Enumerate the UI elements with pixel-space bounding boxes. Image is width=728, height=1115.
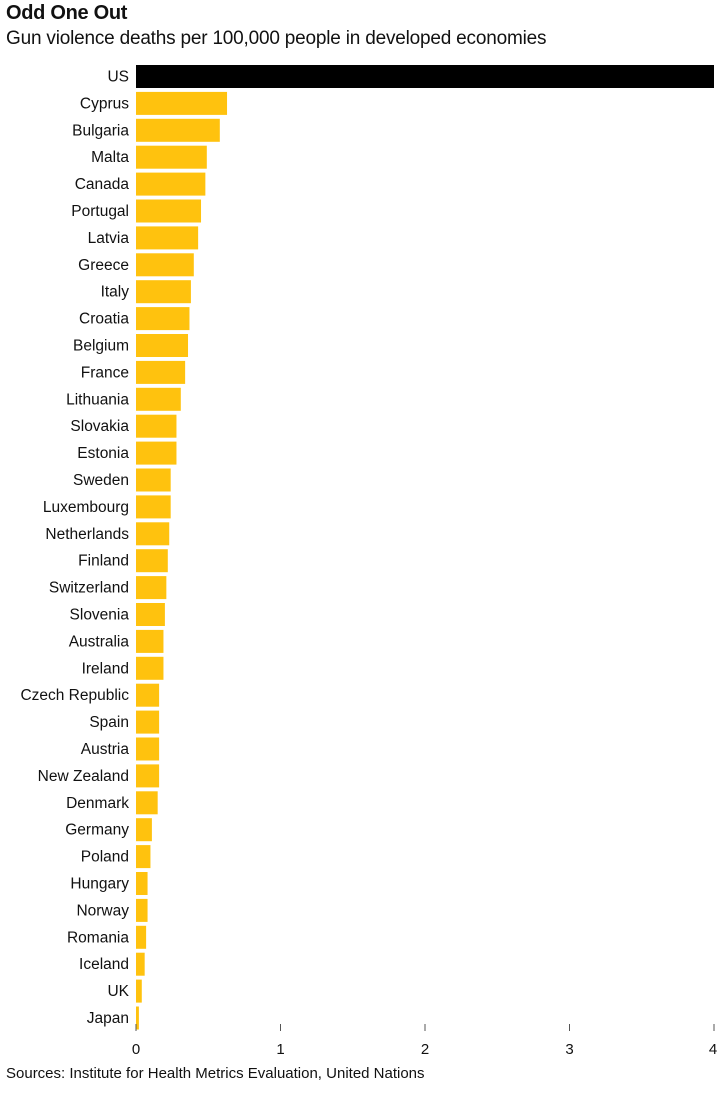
bar-greece: [136, 253, 194, 277]
category-label-denmark: Denmark: [66, 795, 129, 812]
bar-slovenia: [136, 603, 165, 626]
category-label-germany: Germany: [65, 822, 129, 839]
x-tick-label-4: 4: [709, 1041, 717, 1058]
bar-croatia: [136, 307, 190, 331]
category-label-croatia: Croatia: [79, 311, 129, 328]
category-label-switzerland: Switzerland: [49, 580, 129, 597]
bar-spain: [136, 710, 160, 734]
category-label-slovenia: Slovenia: [70, 607, 130, 624]
x-tick-label-2: 2: [421, 1041, 429, 1058]
bar-belgium: [136, 334, 189, 357]
bar-finland: [136, 549, 168, 573]
bar-czech-republic: [136, 683, 160, 707]
category-label-czech-republic: Czech Republic: [20, 687, 129, 704]
category-label-finland: Finland: [78, 553, 129, 570]
bar-portugal: [136, 199, 202, 223]
category-label-iceland: Iceland: [79, 956, 129, 973]
bar-switzerland: [136, 576, 167, 600]
bar-malta: [136, 145, 207, 169]
bar-france: [136, 360, 186, 384]
category-label-italy: Italy: [101, 284, 130, 301]
bar-austria: [136, 737, 160, 761]
category-label-romania: Romania: [67, 929, 129, 946]
bar-germany: [136, 818, 152, 842]
bar-ireland: [136, 656, 164, 680]
bar-romania: [136, 925, 147, 949]
category-label-slovakia: Slovakia: [70, 418, 129, 435]
bar-canada: [136, 172, 206, 196]
bar-chart: US Cyprus Bulgaria Malta Canada Portugal Latvi…: [20, 65, 717, 1058]
category-label-australia: Australia: [69, 633, 130, 650]
category-label-canada: Canada: [75, 176, 130, 193]
category-label-estonia: Estonia: [77, 445, 129, 462]
category-label-malta: Malta: [91, 149, 129, 166]
category-label-luxembourg: Luxembourg: [43, 499, 129, 516]
bar-slovakia: [136, 414, 177, 438]
bar-poland: [136, 845, 151, 869]
bar-latvia: [136, 226, 199, 250]
bar-australia: [136, 629, 164, 653]
category-label-sweden: Sweden: [73, 472, 129, 489]
bar-denmark: [136, 791, 158, 815]
category-label-austria: Austria: [81, 741, 130, 758]
bar-uk: [136, 979, 142, 1003]
category-label-lithuania: Lithuania: [66, 391, 129, 408]
bar-netherlands: [136, 522, 170, 546]
bar-iceland: [136, 952, 145, 976]
category-label-us: US: [107, 69, 129, 86]
chart-subtitle: Gun violence deaths per 100,000 people i…: [6, 28, 547, 49]
category-label-france: France: [81, 364, 129, 381]
category-label-uk: UK: [107, 983, 129, 1000]
category-label-bulgaria: Bulgaria: [72, 122, 129, 139]
chart-title: Odd One Out: [6, 2, 128, 24]
bar-lithuania: [136, 387, 181, 411]
category-label-cyprus: Cyprus: [80, 95, 129, 112]
bar-hungary: [136, 872, 148, 895]
category-label-poland: Poland: [81, 849, 129, 866]
category-label-latvia: Latvia: [88, 230, 130, 247]
bar-italy: [136, 280, 191, 304]
category-label-hungary: Hungary: [70, 876, 129, 893]
bar-luxembourg: [136, 495, 171, 519]
category-label-netherlands: Netherlands: [45, 526, 129, 543]
category-label-new-zealand: New Zealand: [38, 768, 129, 785]
bar-sweden: [136, 468, 171, 492]
category-label-ireland: Ireland: [82, 660, 129, 677]
bar-us: [136, 65, 714, 88]
category-label-greece: Greece: [78, 257, 129, 274]
source-note: Sources: Institute for Health Metrics Ev…: [6, 1065, 425, 1082]
x-tick-label-1: 1: [276, 1041, 284, 1058]
category-label-spain: Spain: [89, 714, 129, 731]
category-label-norway: Norway: [76, 902, 129, 919]
category-label-portugal: Portugal: [71, 203, 129, 220]
bar-japan: [136, 1006, 139, 1030]
x-tick-label-3: 3: [565, 1041, 573, 1058]
bar-estonia: [136, 441, 177, 465]
bar-new-zealand: [136, 764, 160, 788]
category-label-japan: Japan: [87, 1010, 129, 1027]
category-label-belgium: Belgium: [73, 338, 129, 355]
bar-bulgaria: [136, 118, 220, 142]
bar-cyprus: [136, 91, 228, 115]
x-tick-label-0: 0: [132, 1041, 140, 1058]
bar-norway: [136, 898, 148, 922]
